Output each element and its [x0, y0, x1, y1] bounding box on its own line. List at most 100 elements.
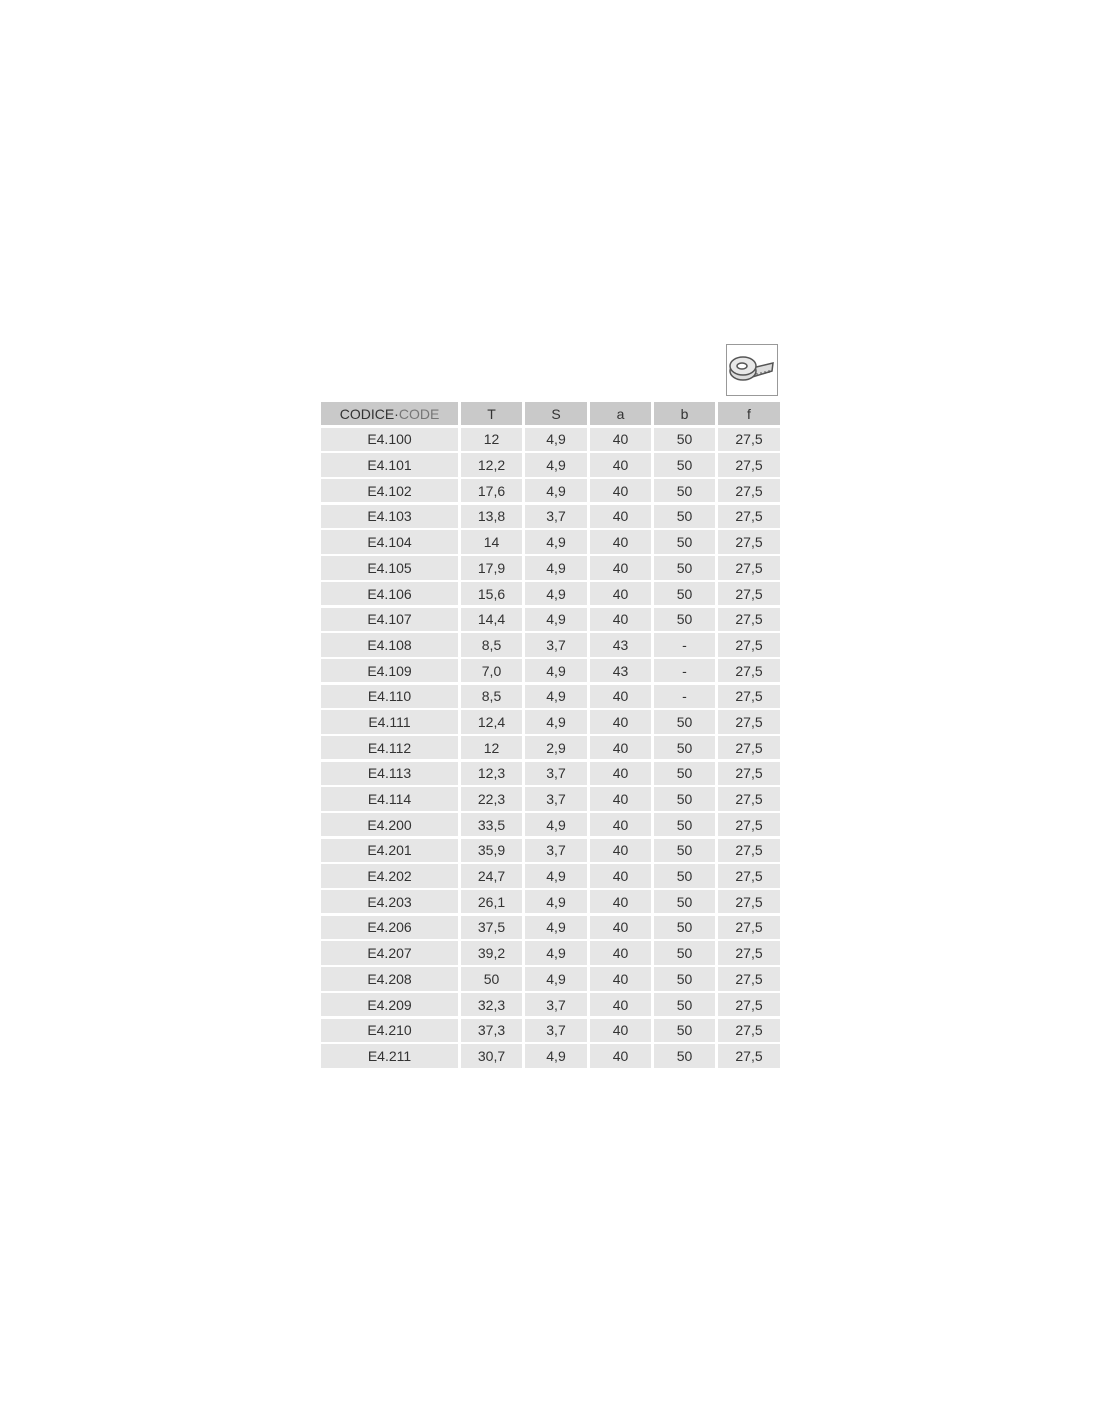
row-code-cell: E4.111 — [321, 710, 458, 734]
table-cell: 26,1 — [461, 890, 522, 914]
table-cell: 50 — [654, 787, 715, 811]
table-cell: 50 — [654, 864, 715, 888]
table-cell: 43 — [590, 633, 651, 657]
table-cell: 40 — [590, 992, 651, 1017]
table-cell: 27,5 — [718, 581, 780, 606]
table-cell: 4,9 — [525, 684, 587, 708]
table-cell: 27,5 — [718, 787, 780, 811]
row-code-cell: E4.200 — [321, 813, 458, 837]
row-code-cell: E4.105 — [321, 556, 458, 580]
table-cell: 4,9 — [525, 427, 587, 452]
table-cell: 17,6 — [461, 479, 522, 503]
table-cell: 40 — [590, 453, 651, 477]
table-cell: 4,9 — [525, 967, 587, 991]
row-code-cell: E4.112 — [321, 735, 458, 760]
table-cell: 40 — [590, 761, 651, 786]
table-cell: 4,9 — [525, 607, 587, 631]
table-cell: - — [654, 684, 715, 708]
table-cell: 40 — [590, 479, 651, 503]
table-cell: 24,7 — [461, 864, 522, 888]
row-code-cell: E4.206 — [321, 915, 458, 940]
table-cell: 50 — [654, 556, 715, 580]
table-cell: 40 — [590, 915, 651, 940]
table-cell: 13,8 — [461, 504, 522, 529]
row-code-cell: E4.113 — [321, 761, 458, 786]
table-cell: 50 — [654, 813, 715, 837]
table-cell: 8,5 — [461, 633, 522, 657]
row-code-cell: E4.201 — [321, 838, 458, 863]
table-cell: 35,9 — [461, 838, 522, 863]
table-cell: 50 — [654, 530, 715, 554]
table-cell: 40 — [590, 967, 651, 991]
header-separator: · — [394, 405, 399, 422]
table-cell: 27,5 — [718, 658, 780, 683]
row-code-cell: E4.101 — [321, 453, 458, 477]
table-cell: 14 — [461, 530, 522, 554]
table-cell: - — [654, 658, 715, 683]
header-S: S — [525, 402, 587, 426]
header-f: f — [718, 402, 780, 426]
table-cell: 3,7 — [525, 992, 587, 1017]
table-cell: 22,3 — [461, 787, 522, 811]
row-code-cell: E4.211 — [321, 1044, 458, 1068]
table-cell: 4,9 — [525, 479, 587, 503]
table-cell: 40 — [590, 838, 651, 863]
table-cell: 40 — [590, 684, 651, 708]
table-cell: 40 — [590, 787, 651, 811]
table-cell: 40 — [590, 864, 651, 888]
table-cell: 40 — [590, 813, 651, 837]
table-cell: 40 — [590, 427, 651, 452]
table-cell: 3,7 — [525, 761, 587, 786]
table-cell: 4,9 — [525, 1044, 587, 1068]
row-code-cell: E4.109 — [321, 658, 458, 683]
row-code-cell: E4.103 — [321, 504, 458, 529]
table-cell: 40 — [590, 735, 651, 760]
table-cell: 4,9 — [525, 581, 587, 606]
table-cell: 27,5 — [718, 890, 780, 914]
table-cell: 27,5 — [718, 864, 780, 888]
table-cell: 50 — [654, 761, 715, 786]
table-cell: 3,7 — [525, 633, 587, 657]
table-cell: 12 — [461, 735, 522, 760]
row-code-cell: E4.102 — [321, 479, 458, 503]
table-cell: 4,9 — [525, 864, 587, 888]
table-cell: 3,7 — [525, 787, 587, 811]
table-cell: 27,5 — [718, 427, 780, 452]
table-cell: 4,9 — [525, 890, 587, 914]
table-cell: 14,4 — [461, 607, 522, 631]
table-cell: 50 — [654, 710, 715, 734]
table-cell: 40 — [590, 941, 651, 965]
table-cell: 27,5 — [718, 633, 780, 657]
header-T: T — [461, 402, 522, 426]
table-cell: 27,5 — [718, 607, 780, 631]
table-cell: 40 — [590, 607, 651, 631]
table-cell: 15,6 — [461, 581, 522, 606]
table-cell: 27,5 — [718, 915, 780, 940]
table-cell: 50 — [654, 838, 715, 863]
table-cell: 27,5 — [718, 530, 780, 554]
row-code-cell: E4.202 — [321, 864, 458, 888]
measuring-tape-icon — [726, 344, 778, 396]
row-code-cell: E4.100 — [321, 427, 458, 452]
table-cell: 50 — [654, 504, 715, 529]
table-cell: 50 — [654, 453, 715, 477]
row-code-cell: E4.108 — [321, 633, 458, 657]
table-cell: 40 — [590, 710, 651, 734]
header-code-en: CODE — [398, 405, 440, 422]
table-cell: 40 — [590, 1018, 651, 1042]
table-cell: 12,2 — [461, 453, 522, 477]
table-cell: 50 — [654, 1018, 715, 1042]
table-cell: 3,7 — [525, 1018, 587, 1042]
table-cell: - — [654, 633, 715, 657]
row-code-cell: E4.210 — [321, 1018, 458, 1042]
table-cell: 37,5 — [461, 915, 522, 940]
table-cell: 12 — [461, 427, 522, 452]
table-cell: 30,7 — [461, 1044, 522, 1068]
table-cell: 3,7 — [525, 504, 587, 529]
row-code-cell: E4.207 — [321, 941, 458, 965]
row-code-cell: E4.208 — [321, 967, 458, 991]
table-cell: 7,0 — [461, 658, 522, 683]
table-cell: 27,5 — [718, 813, 780, 837]
table-cell: 50 — [654, 890, 715, 914]
